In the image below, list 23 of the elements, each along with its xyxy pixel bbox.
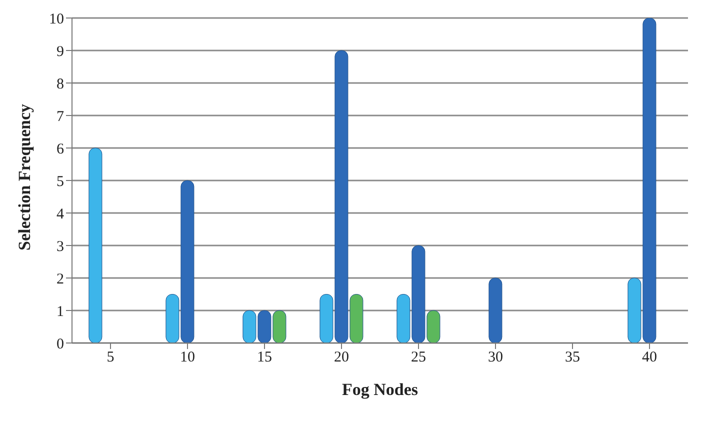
y-tick-label: 10 bbox=[49, 11, 64, 28]
y-tick-label: 3 bbox=[56, 238, 64, 255]
x-tick-label: 35 bbox=[565, 350, 580, 366]
x-tick-label: 10 bbox=[180, 350, 195, 366]
y-tick-label: 2 bbox=[56, 271, 64, 288]
bar bbox=[88, 148, 102, 343]
y-tick-label: 0 bbox=[56, 336, 64, 352]
x-tick-label: 5 bbox=[106, 350, 114, 366]
y-tick-label: 1 bbox=[56, 304, 64, 320]
y-tick-label: 5 bbox=[56, 174, 64, 190]
y-tick-label: 6 bbox=[56, 141, 64, 158]
bar bbox=[488, 278, 502, 343]
x-tick-label: 40 bbox=[642, 350, 657, 366]
y-tick-label: 9 bbox=[56, 44, 64, 60]
y-tick-label: 4 bbox=[56, 206, 64, 222]
y-tick-label: 7 bbox=[56, 108, 64, 125]
y-tick-label: 8 bbox=[56, 76, 64, 92]
x-tick-label: 30 bbox=[488, 350, 503, 366]
y-axis-title: Selection Frequency bbox=[15, 103, 34, 250]
x-tick-label: 25 bbox=[411, 350, 426, 366]
x-axis-title: Fog Nodes bbox=[342, 380, 418, 399]
x-tick-label: 15 bbox=[257, 350, 272, 366]
x-tick-label: 20 bbox=[334, 350, 349, 366]
